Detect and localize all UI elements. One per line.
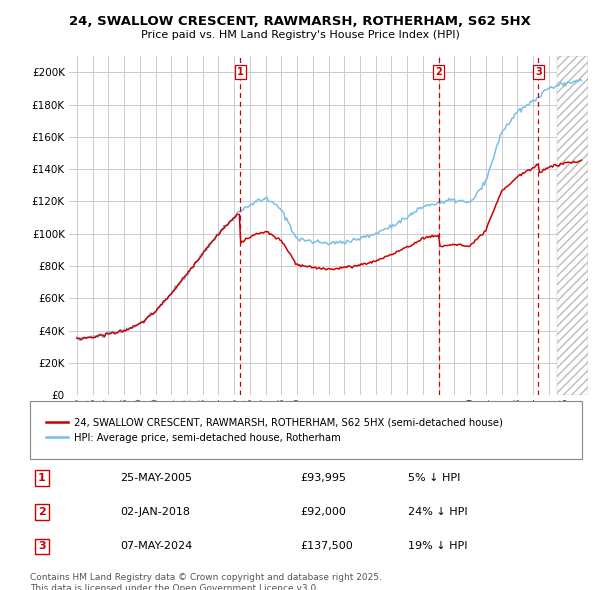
Text: 1: 1 xyxy=(237,67,244,77)
Text: Price paid vs. HM Land Registry's House Price Index (HPI): Price paid vs. HM Land Registry's House … xyxy=(140,30,460,40)
Text: 24, SWALLOW CRESCENT, RAWMARSH, ROTHERHAM, S62 5HX: 24, SWALLOW CRESCENT, RAWMARSH, ROTHERHA… xyxy=(69,15,531,28)
Text: £92,000: £92,000 xyxy=(300,507,346,517)
Legend: 24, SWALLOW CRESCENT, RAWMARSH, ROTHERHAM, S62 5HX (semi-detached house), HPI: A: 24, SWALLOW CRESCENT, RAWMARSH, ROTHERHA… xyxy=(41,412,508,448)
Text: 3: 3 xyxy=(38,542,46,551)
Text: 25-MAY-2005: 25-MAY-2005 xyxy=(120,473,192,483)
Text: 02-JAN-2018: 02-JAN-2018 xyxy=(120,507,190,517)
Text: 1: 1 xyxy=(38,473,46,483)
Text: 3: 3 xyxy=(535,67,542,77)
Text: 2: 2 xyxy=(38,507,46,517)
Text: 5% ↓ HPI: 5% ↓ HPI xyxy=(408,473,460,483)
Text: 24% ↓ HPI: 24% ↓ HPI xyxy=(408,507,467,517)
Text: £93,995: £93,995 xyxy=(300,473,346,483)
Text: Contains HM Land Registry data © Crown copyright and database right 2025.
This d: Contains HM Land Registry data © Crown c… xyxy=(30,573,382,590)
Text: 07-MAY-2024: 07-MAY-2024 xyxy=(120,542,192,551)
Text: 19% ↓ HPI: 19% ↓ HPI xyxy=(408,542,467,551)
Text: £137,500: £137,500 xyxy=(300,542,353,551)
FancyBboxPatch shape xyxy=(30,401,582,459)
Text: 2: 2 xyxy=(435,67,442,77)
